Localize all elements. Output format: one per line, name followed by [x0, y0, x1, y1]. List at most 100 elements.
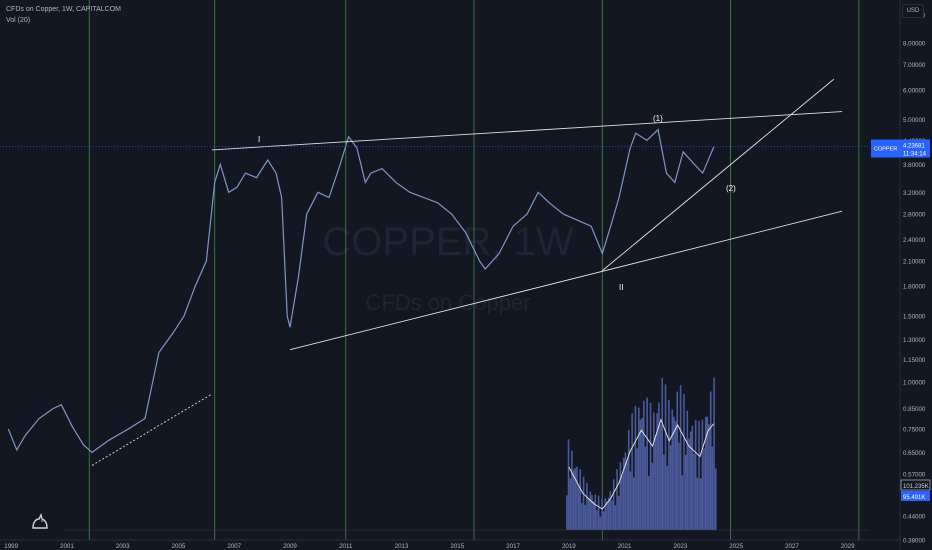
- volume-ma-tag-value: 95.491K: [903, 495, 925, 501]
- chart-legend: CFDs on Copper, 1W, CAPITALCOM Vol (20): [6, 4, 121, 26]
- volume-bar: [653, 412, 655, 530]
- watermark-symbol: COPPER, 1W: [322, 220, 573, 264]
- volume-ma-line: [568, 418, 715, 510]
- volume-bar: [584, 504, 587, 530]
- volume-bar: [622, 457, 625, 530]
- volume-bar: [586, 483, 588, 530]
- volume-bar: [587, 498, 590, 530]
- y-tick-label: 0.75000: [903, 427, 926, 434]
- volume-bar: [714, 468, 717, 530]
- volume-bar: [629, 471, 632, 530]
- y-tick-label: 5.00000: [903, 117, 926, 124]
- volume-bar: [617, 496, 620, 530]
- volume-bar: [648, 476, 650, 530]
- legend-symbol[interactable]: CFDs on Copper, 1W, CAPITALCOM: [6, 6, 122, 13]
- x-tick-label: 2023: [674, 543, 688, 550]
- volume-bar: [696, 477, 699, 530]
- x-tick-label: 2017: [506, 543, 520, 550]
- trendline: [289, 210, 843, 351]
- volume-bar: [638, 407, 640, 530]
- volume-bar: [566, 495, 568, 530]
- volume-bar: [579, 469, 582, 530]
- volume-bar: [674, 420, 677, 530]
- volume-bar: [636, 448, 638, 530]
- y-tick-label: 2.40000: [903, 237, 926, 244]
- volume-bar: [704, 416, 707, 530]
- volume-tag-value: 101.235K: [903, 484, 929, 490]
- price-tag-symbol: COPPER: [874, 147, 897, 153]
- volume-bar: [591, 495, 593, 530]
- tradingview-logo-icon[interactable]: [30, 512, 50, 530]
- volume-bar: [644, 446, 647, 530]
- y-tick-label: 0.57000: [903, 471, 926, 478]
- volume-bar: [576, 466, 578, 530]
- volume-bar: [693, 453, 695, 530]
- volume-bar: [572, 469, 575, 530]
- y-tick-label: 1.00000: [903, 380, 926, 387]
- y-tick-label: 1.15000: [903, 357, 926, 364]
- x-tick-label: 2007: [227, 543, 241, 550]
- volume-bar: [691, 425, 694, 530]
- currency-button[interactable]: USD: [902, 4, 924, 18]
- wave-label-1: (1): [653, 114, 663, 123]
- volume-bar: [571, 450, 573, 530]
- y-tick-label: 3.20000: [903, 190, 926, 197]
- volume-tag-bg: [900, 479, 931, 491]
- volume-bar: [646, 397, 648, 530]
- x-tick-label: 2011: [339, 543, 353, 550]
- volume-ma-tag-bg: [901, 491, 930, 501]
- volume-bar: [594, 494, 597, 530]
- price-series-line: [7, 128, 715, 454]
- volume-bar: [601, 498, 603, 530]
- volume-bar: [706, 416, 709, 530]
- x-tick-label: 2029: [841, 543, 855, 550]
- y-tick-label: 3.80000: [903, 162, 926, 169]
- volume-bar: [569, 478, 572, 530]
- volume-bar: [627, 429, 630, 530]
- x-tick-label: 2021: [618, 543, 632, 550]
- volume-bar: [681, 475, 684, 530]
- volume-bar: [624, 452, 627, 530]
- x-tick-label: 2019: [562, 543, 576, 550]
- volume-bar: [643, 400, 645, 530]
- volume-bar: [689, 431, 692, 530]
- legend-volume[interactable]: Vol (20): [6, 17, 31, 24]
- volume-bar: [649, 402, 652, 530]
- volume-bar: [616, 469, 618, 530]
- volume-bar: [669, 445, 672, 530]
- volume-bar: [658, 402, 660, 530]
- volume-bar: [654, 434, 657, 530]
- volume-bar: [607, 497, 610, 530]
- volume-bar: [668, 399, 670, 530]
- y-tick-label: 2.80000: [903, 212, 926, 219]
- volume-bar: [656, 413, 659, 530]
- volume-bar: [619, 462, 622, 530]
- wave-label-I: I: [258, 135, 260, 144]
- price-tag-symbol-bg: [871, 139, 902, 158]
- volume-bar: [713, 377, 715, 530]
- volume-bar: [651, 462, 653, 530]
- volume-bar: [604, 498, 607, 530]
- volume-bar: [661, 378, 664, 530]
- y-tick-label: 7.00000: [903, 62, 926, 69]
- volume-bar: [664, 384, 667, 530]
- y-tick-label: 1.50000: [903, 313, 926, 320]
- volume-bar: [666, 466, 669, 530]
- volume-bar: [663, 454, 665, 530]
- x-tick-label: 2009: [283, 543, 297, 550]
- volume-bar: [679, 385, 682, 530]
- volume-bar: [708, 424, 710, 530]
- volume-bar: [632, 477, 635, 530]
- volume-bar: [698, 421, 700, 530]
- volume-bar: [577, 486, 580, 530]
- volume-bar: [639, 419, 642, 530]
- volume-bar: [641, 418, 643, 530]
- y-tick-label: 0.38000: [903, 538, 926, 545]
- volume-bar: [614, 505, 617, 530]
- volume-bar: [694, 419, 697, 530]
- price-tag-value: 4.23681: [903, 144, 925, 150]
- y-tick-label: 6.00000: [903, 87, 926, 94]
- y-tick-label: 0.44000: [903, 514, 926, 521]
- volume-bar: [596, 510, 598, 530]
